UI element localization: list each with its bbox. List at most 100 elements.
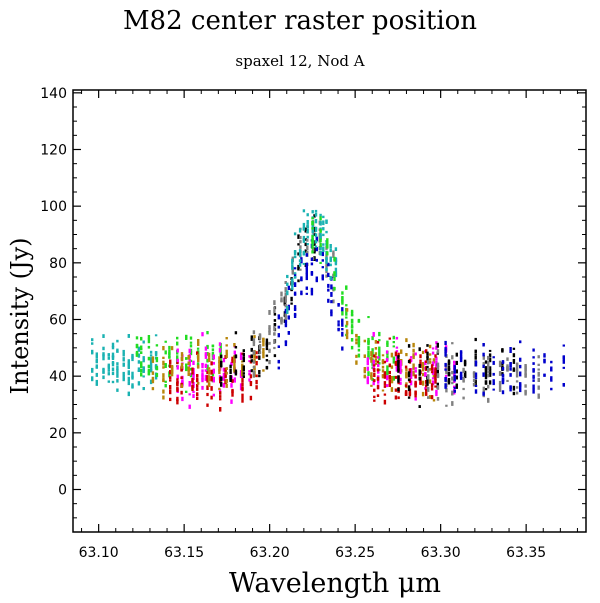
data-point	[225, 337, 228, 340]
data-point	[155, 365, 159, 370]
data-point	[169, 397, 172, 402]
data-point	[374, 347, 378, 350]
data-point	[392, 356, 395, 361]
data-point	[293, 293, 297, 296]
data-point	[459, 360, 463, 363]
data-point	[326, 245, 329, 248]
data-point	[162, 373, 165, 378]
data-point	[131, 353, 134, 357]
data-point	[222, 367, 226, 372]
data-point	[131, 371, 134, 376]
x-axis: 63.10 63.15 63.20 63.25 63.30 63.35	[79, 90, 578, 561]
data-point	[137, 360, 141, 364]
plot-frame	[72, 89, 587, 533]
data-point	[386, 372, 389, 375]
data-point	[512, 359, 516, 364]
data-point	[268, 348, 271, 351]
data-point	[455, 376, 458, 380]
data-point	[286, 310, 289, 314]
data-point	[140, 336, 143, 341]
data-point	[395, 363, 399, 369]
data-point	[162, 346, 165, 351]
data-point	[397, 363, 400, 368]
data-point	[185, 357, 188, 360]
data-point	[330, 300, 333, 304]
data-point	[341, 323, 344, 327]
data-point	[210, 369, 213, 375]
data-point	[330, 309, 333, 314]
data-point	[250, 359, 253, 363]
data-point	[373, 364, 376, 367]
data-point	[262, 369, 265, 372]
data-point	[219, 407, 222, 412]
data-point	[345, 320, 349, 324]
data-point	[197, 382, 200, 385]
data-point	[185, 363, 188, 369]
data-point	[407, 344, 411, 348]
data-point	[102, 370, 105, 374]
data-point	[372, 332, 375, 337]
data-point	[204, 346, 208, 351]
data-point	[147, 373, 151, 376]
data-point	[515, 373, 519, 376]
data-point	[284, 319, 288, 323]
data-point	[164, 350, 167, 355]
data-point	[306, 226, 309, 229]
data-point	[206, 364, 209, 369]
data-point	[197, 339, 200, 344]
data-point	[140, 363, 143, 368]
data-point	[427, 374, 430, 379]
data-point	[329, 249, 332, 253]
data-point	[419, 361, 422, 366]
data-point	[191, 371, 194, 375]
data-point	[397, 387, 400, 392]
data-point	[313, 243, 316, 246]
data-point	[212, 376, 215, 382]
data-point	[242, 353, 245, 357]
data-point	[462, 369, 465, 373]
data-point	[233, 369, 236, 373]
y-axis-label: Intensity (Jy)	[6, 238, 34, 395]
data-point	[425, 380, 428, 384]
data-point	[506, 365, 509, 371]
data-point	[550, 360, 553, 364]
data-point	[187, 361, 190, 365]
data-point	[524, 368, 527, 372]
data-point	[414, 390, 417, 394]
data-point	[268, 330, 271, 336]
data-point	[435, 345, 438, 350]
data-point	[334, 272, 338, 278]
data-point	[286, 282, 289, 286]
data-point	[444, 368, 447, 371]
data-point	[231, 391, 234, 397]
data-point	[524, 370, 527, 375]
data-point	[277, 314, 280, 320]
data-point	[374, 340, 378, 344]
data-point	[206, 403, 209, 407]
data-point	[462, 367, 465, 372]
data-point	[197, 357, 200, 362]
data-point	[392, 360, 395, 364]
data-point	[345, 316, 348, 319]
data-point	[147, 338, 151, 344]
data-point	[444, 377, 447, 381]
data-point	[107, 365, 110, 368]
data-point	[305, 267, 308, 270]
data-point	[265, 347, 269, 351]
y-tick-label: 100	[40, 199, 67, 215]
data-point	[234, 354, 238, 358]
data-point	[149, 357, 153, 362]
data-point	[399, 369, 402, 375]
data-point	[218, 342, 222, 346]
data-point	[462, 387, 465, 391]
data-point	[453, 365, 456, 370]
data-point	[206, 385, 209, 390]
data-point	[91, 342, 94, 345]
data-point	[268, 325, 271, 329]
data-point	[509, 350, 512, 353]
data-point	[537, 385, 540, 390]
data-point	[418, 363, 421, 367]
data-point	[430, 383, 434, 388]
data-point	[453, 368, 456, 372]
data-point	[196, 351, 199, 355]
